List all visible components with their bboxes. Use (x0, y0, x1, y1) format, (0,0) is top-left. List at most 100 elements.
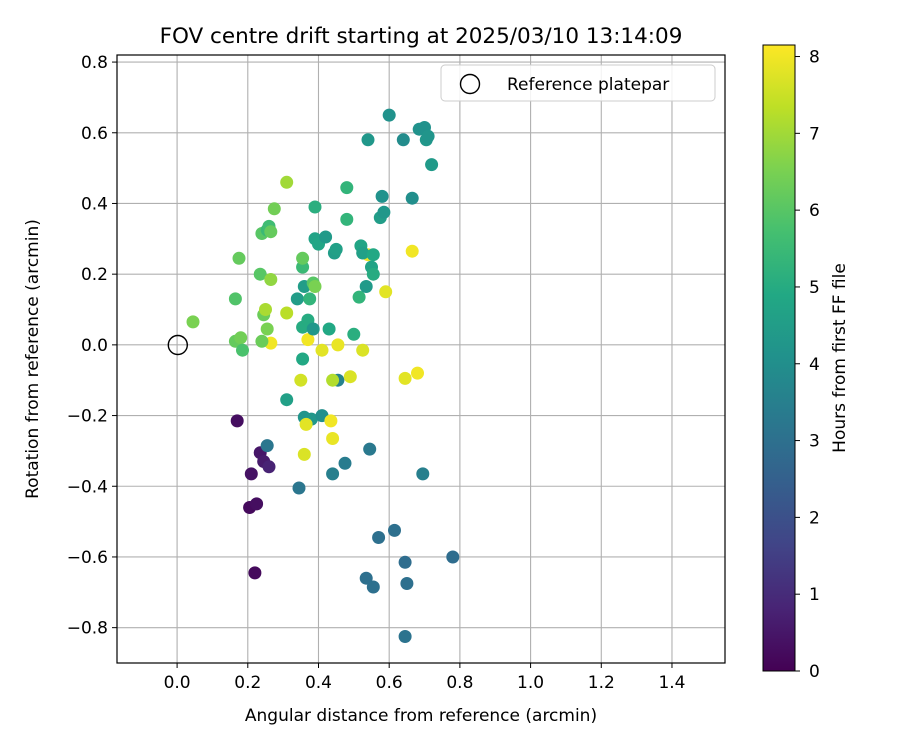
data-point (421, 129, 435, 143)
colorbar-tick-label: 1 (809, 585, 820, 605)
x-tick-label: 0.6 (376, 673, 403, 693)
data-point (303, 292, 317, 306)
data-point (343, 370, 357, 384)
y-tick-label: −0.6 (67, 548, 108, 568)
x-tick-label: 0.8 (446, 673, 473, 693)
y-tick-label: 0.8 (81, 53, 108, 73)
data-point (347, 327, 361, 341)
data-point (255, 334, 269, 348)
data-point (338, 456, 352, 470)
data-point (308, 280, 322, 293)
data-point (446, 550, 460, 564)
reference-platepar-marker (167, 334, 189, 356)
data-point (308, 200, 322, 214)
data-point (290, 292, 304, 306)
data-point (411, 366, 424, 380)
data-point (234, 331, 248, 345)
data-point (366, 248, 380, 262)
data-point (359, 571, 373, 585)
data-point (294, 373, 308, 387)
data-point (250, 497, 264, 511)
data-point (326, 373, 340, 387)
y-tick-label: 0.0 (81, 336, 108, 356)
data-point (264, 225, 278, 239)
data-point (375, 189, 389, 203)
colorbar-tick-label: 4 (809, 355, 820, 375)
data-point (352, 290, 366, 304)
legend-reference-marker (459, 73, 481, 95)
y-tick-label: −0.4 (67, 477, 108, 497)
plot-frame (116, 54, 726, 664)
x-tick-label: 0.4 (305, 673, 332, 693)
y-tick-label: 0.4 (81, 194, 108, 214)
colorbar-tick-label: 8 (809, 48, 820, 68)
data-point (400, 577, 414, 590)
data-point (340, 212, 354, 226)
data-point (301, 333, 315, 347)
y-axis-ticks: −0.8 −0.6 −0.4 −0.2 0.0 0.2 0.4 0.6 0.8 (67, 53, 117, 639)
data-point (236, 343, 249, 357)
data-point (331, 338, 345, 352)
data-point (297, 447, 311, 461)
data-point (228, 292, 242, 306)
colorbar: 0 1 2 3 4 5 6 7 8 Hours from first FF file (762, 44, 850, 682)
data-point (372, 531, 386, 544)
colorbar-tick-label: 7 (809, 124, 820, 144)
colorbar-tick-label: 5 (809, 278, 820, 298)
colorbar-tick-label: 0 (809, 662, 820, 682)
data-point (299, 417, 313, 431)
x-tick-label: 0.2 (234, 673, 261, 693)
colorbar-ticks: 0 1 2 3 4 5 6 7 8 (795, 48, 820, 682)
data-point (296, 251, 310, 265)
legend-label: Reference platepar (507, 75, 669, 95)
data-point (326, 432, 340, 445)
data-point (186, 315, 200, 329)
grid-lines (117, 55, 725, 663)
x-axis-label: Angular distance from reference (arcmin) (245, 706, 597, 726)
data-point (319, 230, 333, 244)
data-point (382, 108, 396, 122)
data-point (398, 555, 412, 569)
data-point (260, 439, 274, 453)
data-point (405, 191, 419, 205)
legend-box (440, 64, 716, 102)
data-point (396, 133, 410, 147)
data-point (416, 467, 430, 481)
data-point (326, 467, 340, 481)
data-point (322, 322, 336, 336)
data-point (363, 442, 377, 456)
data-point (244, 467, 258, 481)
data-point (262, 460, 276, 474)
data-points (186, 108, 460, 643)
data-point (280, 306, 294, 320)
data-point (366, 580, 380, 594)
data-point (264, 273, 278, 286)
colorbar-tick-label: 6 (809, 201, 820, 221)
data-point (425, 158, 439, 172)
data-point (379, 285, 393, 299)
data-point (259, 303, 272, 316)
x-tick-label: 1.4 (658, 673, 685, 693)
data-point (366, 267, 380, 281)
data-point (356, 343, 370, 357)
data-point (248, 566, 262, 580)
x-tick-label: 1.0 (517, 673, 544, 693)
legend: Reference platepar (440, 64, 716, 102)
y-tick-label: −0.2 (67, 407, 108, 427)
data-point (361, 133, 375, 147)
data-point (315, 343, 329, 357)
y-tick-label: −0.8 (67, 619, 108, 639)
x-tick-label: 0.0 (164, 673, 191, 693)
data-point (388, 523, 401, 537)
colorbar-tick-label: 2 (809, 508, 820, 528)
x-axis-ticks: 0.0 0.2 0.4 0.6 0.8 1.0 1.2 1.4 (164, 663, 686, 693)
data-point (340, 181, 354, 195)
data-point (280, 175, 294, 189)
data-point (356, 246, 370, 260)
data-point (267, 202, 281, 216)
data-point (398, 371, 412, 385)
colorbar-tick-label: 3 (809, 432, 820, 452)
data-point (280, 393, 294, 407)
data-point (292, 481, 306, 495)
data-point (306, 322, 320, 336)
